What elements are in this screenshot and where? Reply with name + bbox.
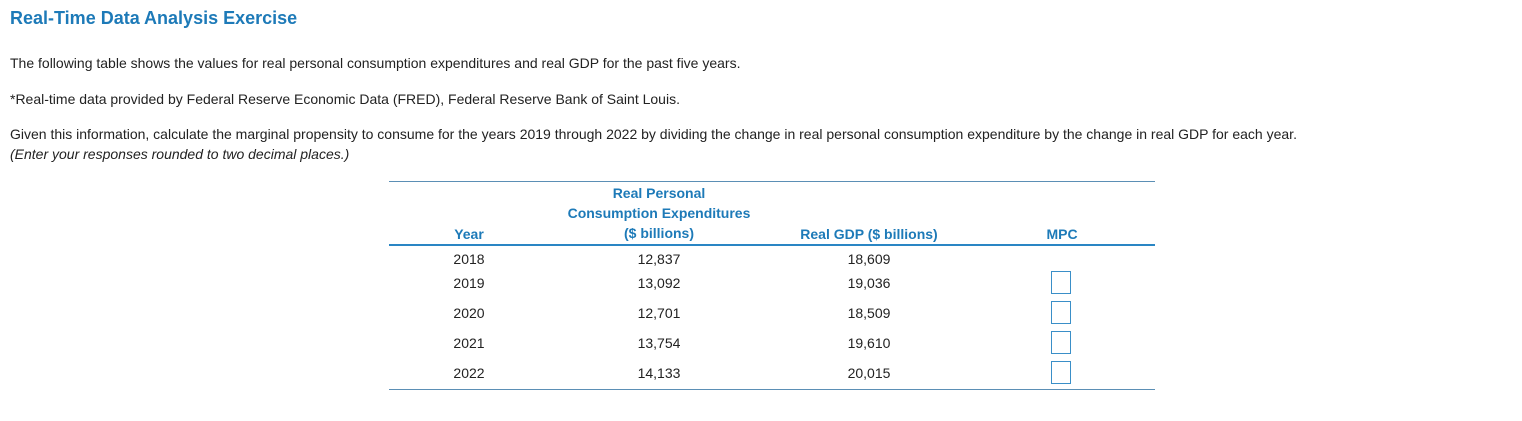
header-pce-line3: ($ billions) (624, 225, 694, 241)
intro-text: The following table shows the values for… (10, 55, 741, 71)
header-pce-line1: Real Personal (612, 185, 706, 201)
cell-pce: 13,092 (637, 275, 681, 291)
cell-gdp: 18,609 (847, 251, 891, 267)
cell-pce: 14,133 (637, 365, 681, 381)
header-pce-line2: Consumption Expenditures (567, 205, 751, 221)
header-year: Year (454, 226, 484, 242)
cell-year: 2019 (453, 275, 485, 291)
cell-year: 2018 (453, 251, 485, 267)
table-row: 2022 14,133 20,015 (389, 361, 1155, 385)
table-row: 2021 13,754 19,610 (389, 331, 1155, 355)
table-top-rule (389, 181, 1155, 182)
table-row: 2019 13,092 19,036 (389, 271, 1155, 295)
instruction-note: (Enter your responses rounded to two dec… (10, 146, 350, 162)
cell-year: 2021 (453, 335, 485, 351)
header-pce: Real Personal Consumption Expenditures (… (539, 183, 779, 243)
header-gdp: Real GDP ($ billions) (800, 226, 938, 242)
cell-gdp: 20,015 (847, 365, 891, 381)
data-table: Year Real Personal Consumption Expenditu… (389, 181, 1155, 391)
cell-mpc (1049, 331, 1075, 355)
table-row: 2020 12,701 18,509 (389, 301, 1155, 325)
cell-mpc (1049, 361, 1075, 385)
source-note: *Real-time data provided by Federal Rese… (10, 91, 680, 107)
instruction-main: Given this information, calculate the ma… (10, 126, 1297, 142)
mpc-input-2019[interactable] (1051, 271, 1071, 294)
cell-year: 2020 (453, 305, 485, 321)
cell-gdp: 19,036 (847, 275, 891, 291)
cell-pce: 12,837 (637, 251, 681, 267)
cell-pce: 13,754 (637, 335, 681, 351)
table-header-rule (389, 244, 1155, 246)
instruction-text: Given this information, calculate the ma… (10, 124, 1297, 164)
mpc-input-2021[interactable] (1051, 331, 1071, 354)
header-mpc: MPC (1046, 226, 1078, 242)
mpc-input-2020[interactable] (1051, 301, 1071, 324)
cell-year: 2022 (453, 365, 485, 381)
cell-mpc (1049, 271, 1075, 295)
table-row: 2018 12,837 18,609 (389, 247, 1155, 271)
mpc-input-2022[interactable] (1051, 361, 1071, 384)
cell-pce: 12,701 (637, 305, 681, 321)
cell-gdp: 18,509 (847, 305, 891, 321)
cell-mpc (1049, 301, 1075, 325)
table-bottom-rule (389, 389, 1155, 390)
page-title: Real-Time Data Analysis Exercise (10, 8, 298, 28)
cell-gdp: 19,610 (847, 335, 891, 351)
